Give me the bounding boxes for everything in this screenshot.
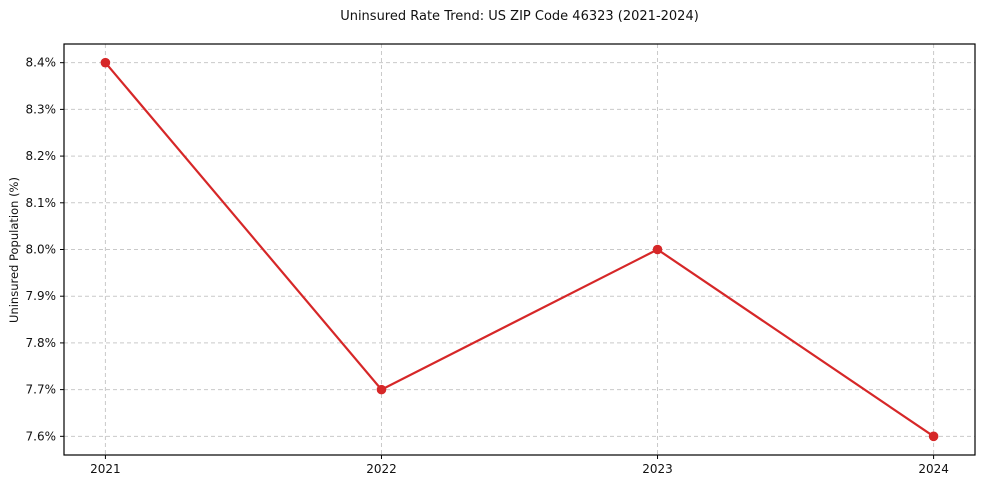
data-point-2024 [928, 431, 939, 442]
x-tick-label: 2023 [642, 462, 673, 476]
y-tick-label: 7.6% [26, 429, 57, 443]
x-tick-label: 2024 [918, 462, 949, 476]
trend-line [104, 61, 935, 438]
x-tick-label: 2021 [90, 462, 121, 476]
y-tick-label: 8.3% [26, 102, 57, 116]
y-tick-label: 7.7% [26, 383, 57, 397]
y-tick-label: 8.4% [26, 56, 57, 70]
y-tick-label: 8.0% [26, 243, 57, 257]
y-tick-label: 7.9% [26, 289, 57, 303]
data-point-2023 [652, 244, 663, 255]
chart-title: Uninsured Rate Trend: US ZIP Code 46323 … [340, 9, 699, 24]
x-tick-label: 2022 [366, 462, 397, 476]
data-point-2021 [100, 57, 111, 68]
y-tick-label: 7.8% [26, 336, 57, 350]
y-tick-label: 8.1% [26, 196, 57, 210]
y-tick-label: 8.2% [26, 149, 57, 163]
data-point-2022 [376, 384, 387, 395]
